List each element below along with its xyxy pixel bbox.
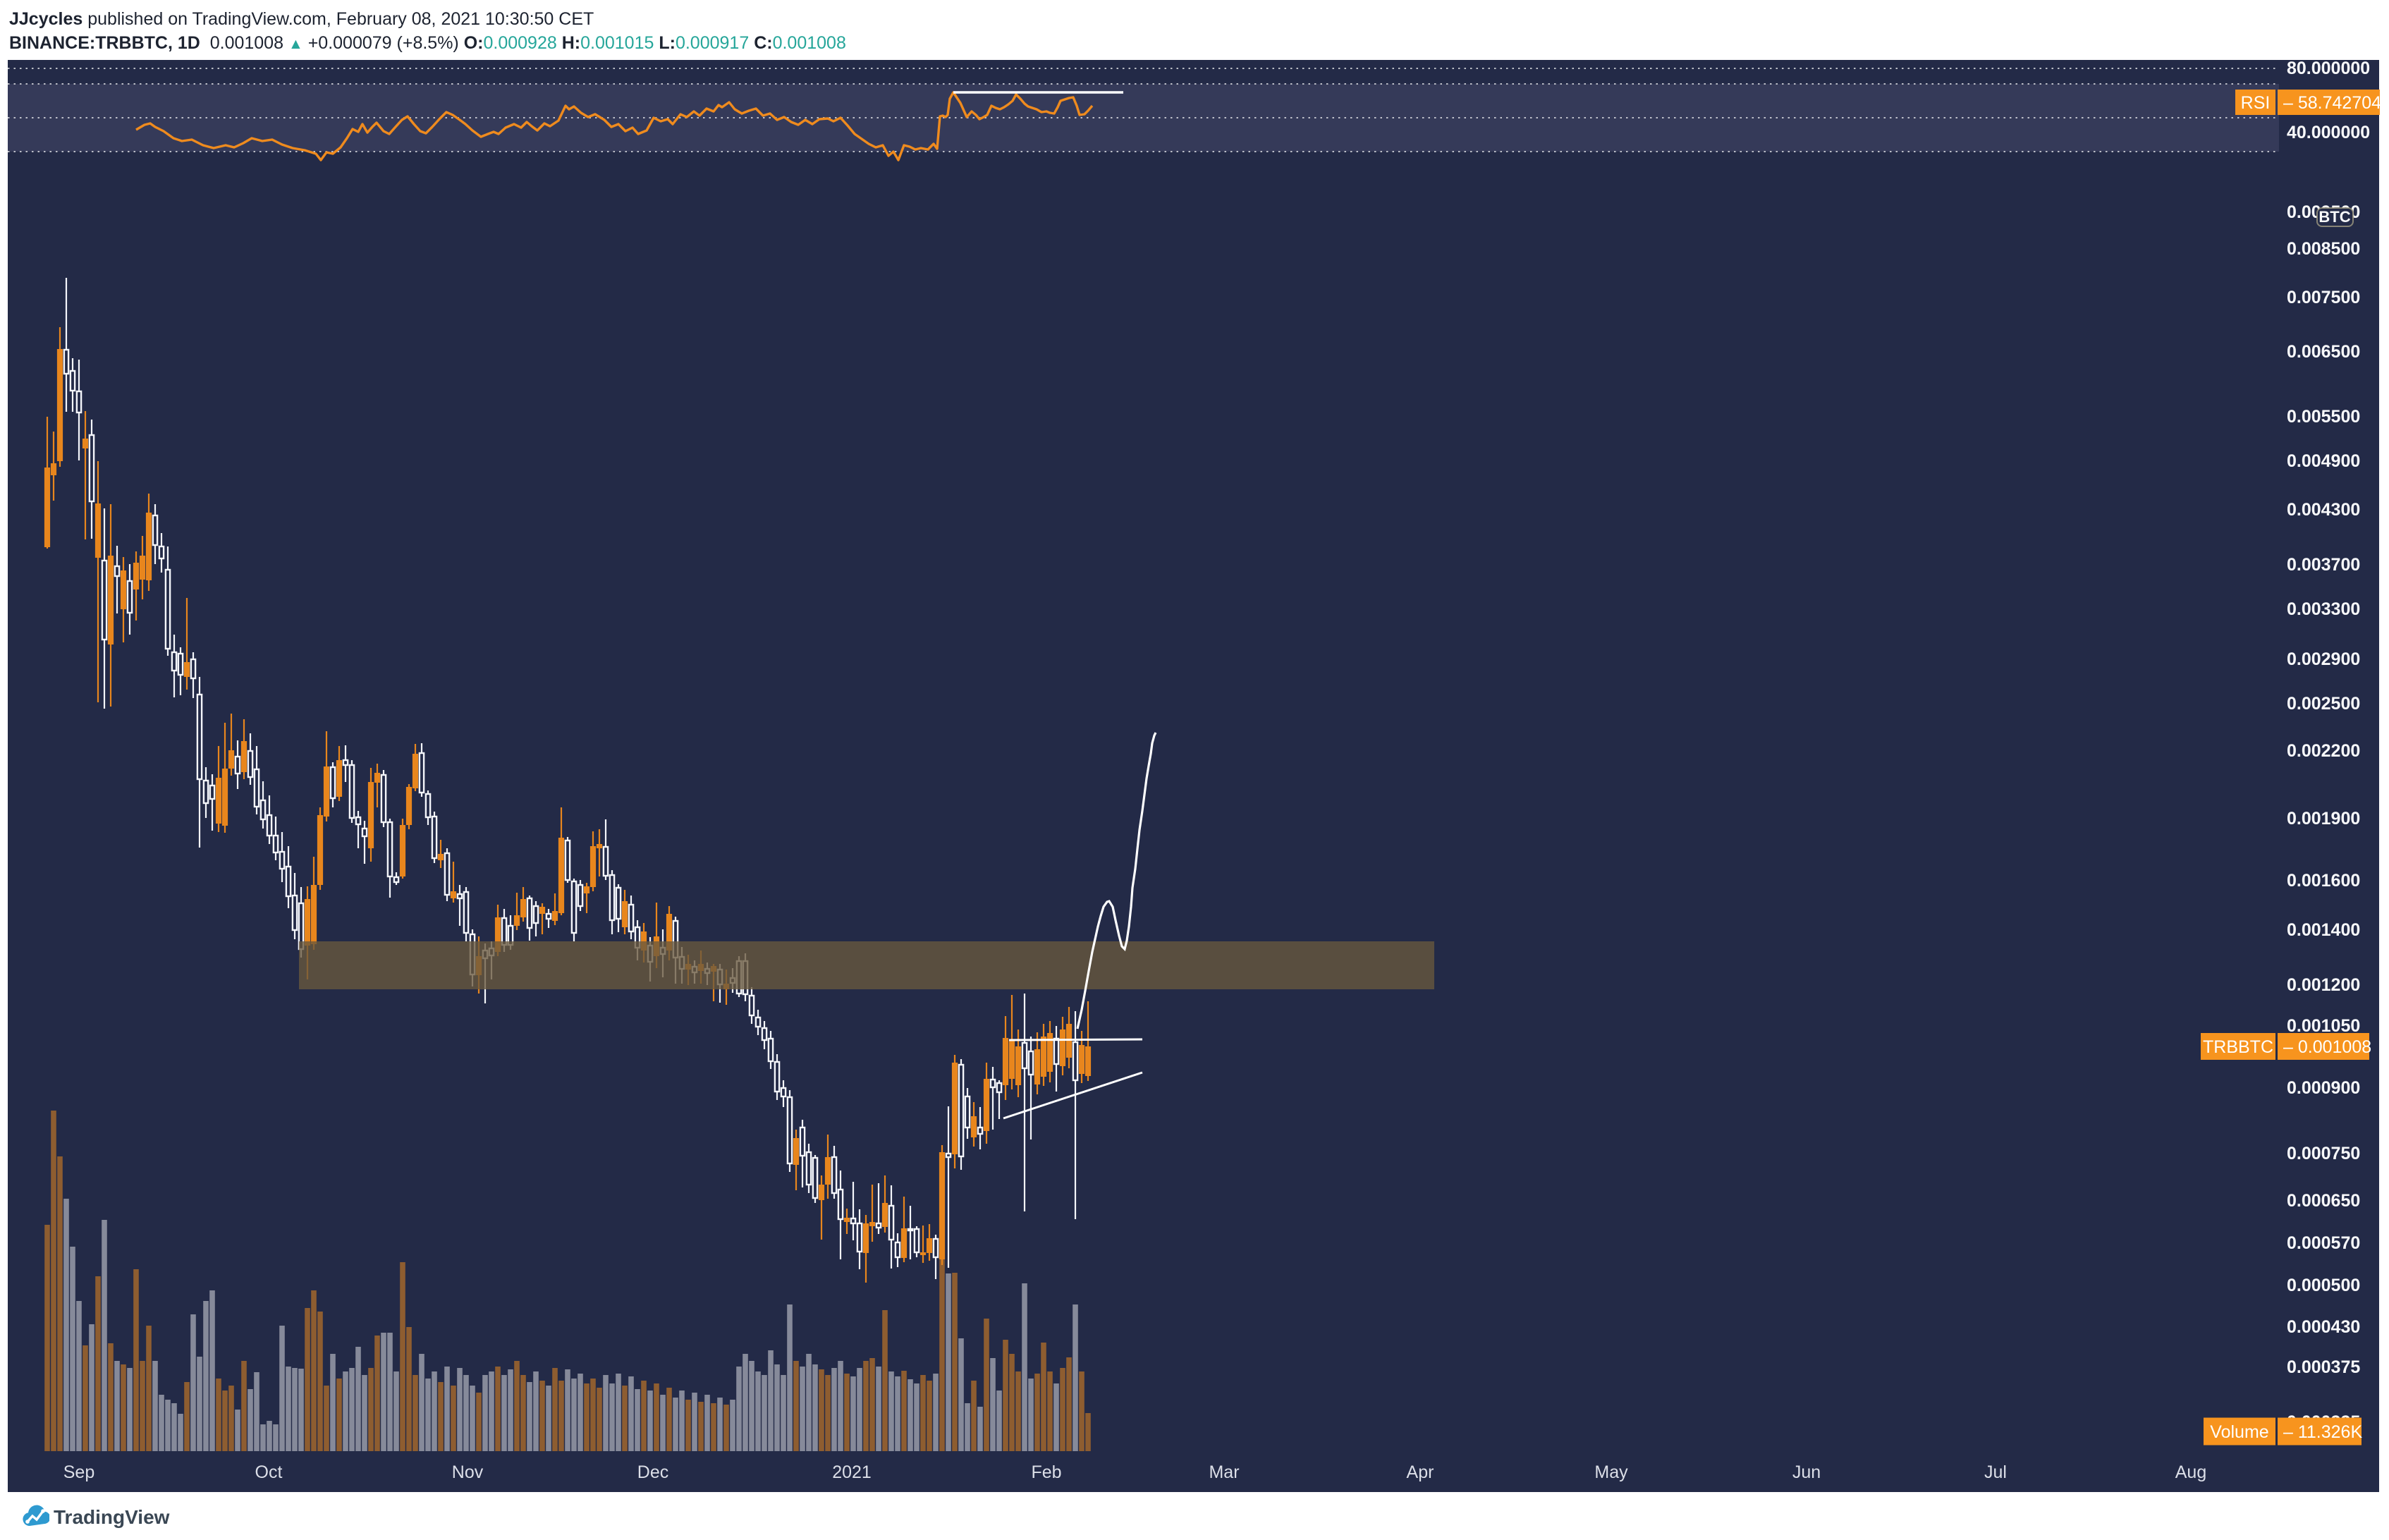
svg-text:0.004300: 0.004300 [2287,500,2360,520]
svg-text:Aug: Aug [2175,1462,2206,1482]
svg-text:0.000650: 0.000650 [2287,1191,2360,1211]
svg-text:Dec: Dec [637,1462,668,1482]
svg-text:– 58.742704: – 58.742704 [2283,93,2381,113]
svg-text:0.002500: 0.002500 [2287,694,2360,714]
svg-text:TRBBTC: TRBBTC [2203,1037,2273,1057]
svg-text:May: May [1594,1462,1628,1482]
svg-text:0.000375: 0.000375 [2287,1357,2360,1377]
svg-text:0.004900: 0.004900 [2287,451,2360,471]
svg-text:Mar: Mar [1209,1462,1239,1482]
svg-text:Jul: Jul [1984,1462,2007,1482]
svg-text:0.001200: 0.001200 [2287,975,2360,995]
svg-text:0.000570: 0.000570 [2287,1233,2360,1253]
svg-text:0.001600: 0.001600 [2287,871,2360,891]
svg-text:0.005500: 0.005500 [2287,407,2360,427]
svg-text:Volume: Volume [2210,1422,2268,1442]
svg-text:80.000000: 80.000000 [2287,59,2370,78]
svg-text:0.003700: 0.003700 [2287,555,2360,575]
svg-text:Sep: Sep [63,1462,94,1482]
svg-text:Feb: Feb [1031,1462,1061,1482]
svg-text:RSI: RSI [2241,93,2271,113]
svg-text:– 0.001008: – 0.001008 [2283,1037,2371,1057]
svg-text:– 11.326K: – 11.326K [2283,1422,2362,1442]
svg-text:0.001050: 0.001050 [2287,1016,2360,1036]
svg-text:BTC: BTC [2318,208,2350,226]
svg-text:0.000900: 0.000900 [2287,1078,2360,1098]
svg-text:2021: 2021 [832,1462,872,1482]
svg-text:0.003300: 0.003300 [2287,599,2360,619]
svg-text:0.002200: 0.002200 [2287,741,2360,761]
svg-text:Jun: Jun [1792,1462,1821,1482]
svg-text:0.006500: 0.006500 [2287,342,2360,362]
svg-text:0.002900: 0.002900 [2287,649,2360,669]
svg-text:0.000750: 0.000750 [2287,1144,2360,1163]
svg-text:40.000000: 40.000000 [2287,123,2370,142]
svg-text:Oct: Oct [255,1462,283,1482]
svg-text:Nov: Nov [452,1462,484,1482]
svg-text:0.007500: 0.007500 [2287,288,2360,307]
svg-text:0.008500: 0.008500 [2287,239,2360,259]
svg-text:0.000500: 0.000500 [2287,1276,2360,1295]
svg-text:0.000430: 0.000430 [2287,1317,2360,1337]
svg-text:0.001900: 0.001900 [2287,809,2360,829]
svg-text:Apr: Apr [1407,1462,1434,1482]
svg-text:0.001400: 0.001400 [2287,920,2360,940]
